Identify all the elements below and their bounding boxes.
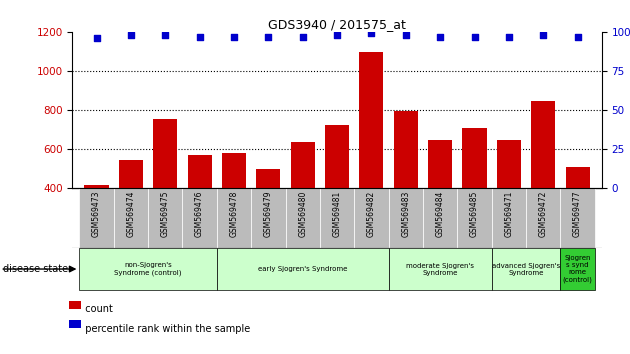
Bar xyxy=(325,125,349,188)
FancyBboxPatch shape xyxy=(561,248,595,290)
FancyBboxPatch shape xyxy=(561,188,595,248)
Bar xyxy=(188,155,212,188)
FancyBboxPatch shape xyxy=(320,188,354,248)
FancyBboxPatch shape xyxy=(285,188,320,248)
Title: GDS3940 / 201575_at: GDS3940 / 201575_at xyxy=(268,18,406,31)
Text: GSM569478: GSM569478 xyxy=(229,190,239,237)
Bar xyxy=(566,167,590,188)
Text: GSM569481: GSM569481 xyxy=(333,190,341,237)
Point xyxy=(229,34,239,39)
FancyBboxPatch shape xyxy=(491,248,561,290)
Bar xyxy=(256,169,280,188)
Text: count: count xyxy=(79,304,113,314)
Text: GSM569485: GSM569485 xyxy=(470,190,479,237)
FancyBboxPatch shape xyxy=(217,248,389,290)
Text: GSM569472: GSM569472 xyxy=(539,190,547,237)
Bar xyxy=(222,153,246,188)
Point xyxy=(195,34,205,39)
Text: early Sjogren's Syndrome: early Sjogren's Syndrome xyxy=(258,266,347,272)
FancyBboxPatch shape xyxy=(526,188,561,248)
FancyBboxPatch shape xyxy=(183,188,217,248)
Text: GSM569483: GSM569483 xyxy=(401,190,410,237)
Text: Sjogren
s synd
rome
(control): Sjogren s synd rome (control) xyxy=(563,255,593,283)
FancyBboxPatch shape xyxy=(217,188,251,248)
Text: GSM569482: GSM569482 xyxy=(367,190,376,237)
Text: GSM569476: GSM569476 xyxy=(195,190,204,237)
Text: GSM569475: GSM569475 xyxy=(161,190,169,237)
Text: percentile rank within the sample: percentile rank within the sample xyxy=(79,324,250,334)
FancyBboxPatch shape xyxy=(354,188,389,248)
Text: non-Sjogren's
Syndrome (control): non-Sjogren's Syndrome (control) xyxy=(114,262,182,276)
Text: GSM569471: GSM569471 xyxy=(505,190,513,237)
Text: advanced Sjogren's
Syndrome: advanced Sjogren's Syndrome xyxy=(492,263,560,275)
Bar xyxy=(394,111,418,188)
FancyBboxPatch shape xyxy=(491,188,526,248)
Point xyxy=(538,32,548,38)
Bar xyxy=(359,52,384,188)
Bar xyxy=(119,160,143,188)
Text: moderate Sjogren's
Syndrome: moderate Sjogren's Syndrome xyxy=(406,263,474,275)
Bar xyxy=(428,140,452,188)
FancyBboxPatch shape xyxy=(423,188,457,248)
FancyBboxPatch shape xyxy=(148,188,183,248)
FancyBboxPatch shape xyxy=(389,188,423,248)
Point xyxy=(332,32,342,38)
Bar xyxy=(497,140,521,188)
FancyBboxPatch shape xyxy=(389,248,491,290)
Bar xyxy=(290,142,315,188)
Bar xyxy=(153,120,177,188)
Point xyxy=(504,34,514,39)
Text: GSM569473: GSM569473 xyxy=(92,190,101,237)
Point xyxy=(573,34,583,39)
Point xyxy=(367,30,377,36)
FancyBboxPatch shape xyxy=(113,188,148,248)
Text: GSM569484: GSM569484 xyxy=(435,190,445,237)
Bar xyxy=(84,185,108,188)
Point xyxy=(401,32,411,38)
Point xyxy=(91,35,101,41)
Text: GSM569474: GSM569474 xyxy=(127,190,135,237)
FancyBboxPatch shape xyxy=(79,188,113,248)
Text: GSM569480: GSM569480 xyxy=(298,190,307,237)
Text: GSM569477: GSM569477 xyxy=(573,190,582,237)
Point xyxy=(160,32,170,38)
FancyBboxPatch shape xyxy=(251,188,285,248)
Point xyxy=(126,32,136,38)
Point xyxy=(297,34,307,39)
Point xyxy=(435,34,445,39)
Text: disease state: disease state xyxy=(3,264,68,274)
Bar xyxy=(462,128,486,188)
Point xyxy=(469,34,479,39)
Point xyxy=(263,34,273,39)
Text: GSM569479: GSM569479 xyxy=(264,190,273,237)
Bar xyxy=(531,101,555,188)
FancyBboxPatch shape xyxy=(79,248,217,290)
FancyBboxPatch shape xyxy=(457,188,491,248)
